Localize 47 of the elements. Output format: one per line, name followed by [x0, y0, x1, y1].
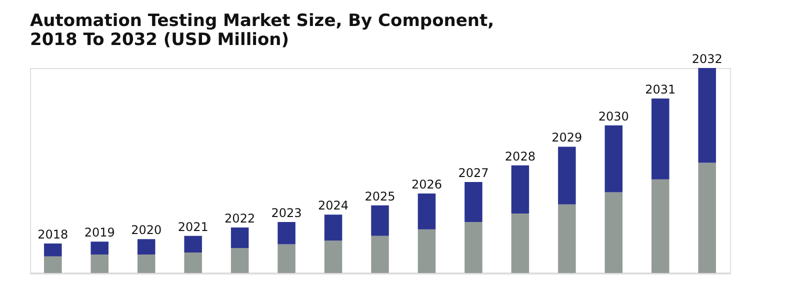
text: 2018 To 2032 (USD Million) — [30, 30, 290, 50]
bar — [418, 229, 436, 273]
bar — [651, 98, 670, 180]
bar — [371, 236, 389, 273]
x-tick-label: 2029 — [552, 130, 582, 145]
bar — [698, 68, 716, 163]
bar — [90, 242, 109, 255]
x-tick-label: 2022 — [224, 211, 256, 226]
bar — [137, 254, 156, 273]
bar — [558, 146, 576, 204]
bar — [511, 165, 530, 214]
bar — [511, 214, 530, 273]
bar — [464, 182, 482, 222]
bar — [464, 222, 482, 273]
bar — [371, 205, 389, 236]
x-tick-label: 2027 — [458, 166, 489, 180]
text: Automation Testing Market Size, By Component, — [30, 11, 494, 31]
x-tick-label: 2021 — [178, 220, 208, 234]
x-tick-label: 2019 — [84, 226, 115, 240]
bar — [651, 179, 670, 273]
bar — [44, 256, 62, 273]
x-tick-label: 2018 — [38, 227, 68, 242]
bar — [184, 236, 202, 252]
x-tick-label: 2030 — [598, 109, 629, 124]
bar — [90, 254, 109, 273]
x-tick-label: 2026 — [411, 177, 442, 192]
bar — [604, 125, 623, 192]
x-tick-label: 2031 — [645, 82, 676, 97]
bar — [324, 240, 342, 273]
x-tick-label: 2020 — [131, 223, 162, 238]
x-tick-label: 2028 — [504, 149, 536, 164]
x-tick-label: 2024 — [318, 198, 349, 213]
bar — [44, 243, 62, 256]
bar — [604, 192, 623, 273]
x-tick-label: 2025 — [364, 189, 396, 204]
bar — [418, 193, 436, 230]
bar — [558, 204, 576, 273]
bar — [230, 248, 249, 273]
bar — [324, 214, 342, 241]
bar — [184, 252, 202, 273]
x-tick-label: 2032 — [692, 52, 722, 66]
bar — [137, 239, 156, 255]
bar — [278, 222, 296, 244]
x-tick-label: 2023 — [271, 206, 302, 220]
bar — [698, 162, 716, 273]
bar — [278, 244, 296, 273]
bar — [230, 227, 249, 248]
